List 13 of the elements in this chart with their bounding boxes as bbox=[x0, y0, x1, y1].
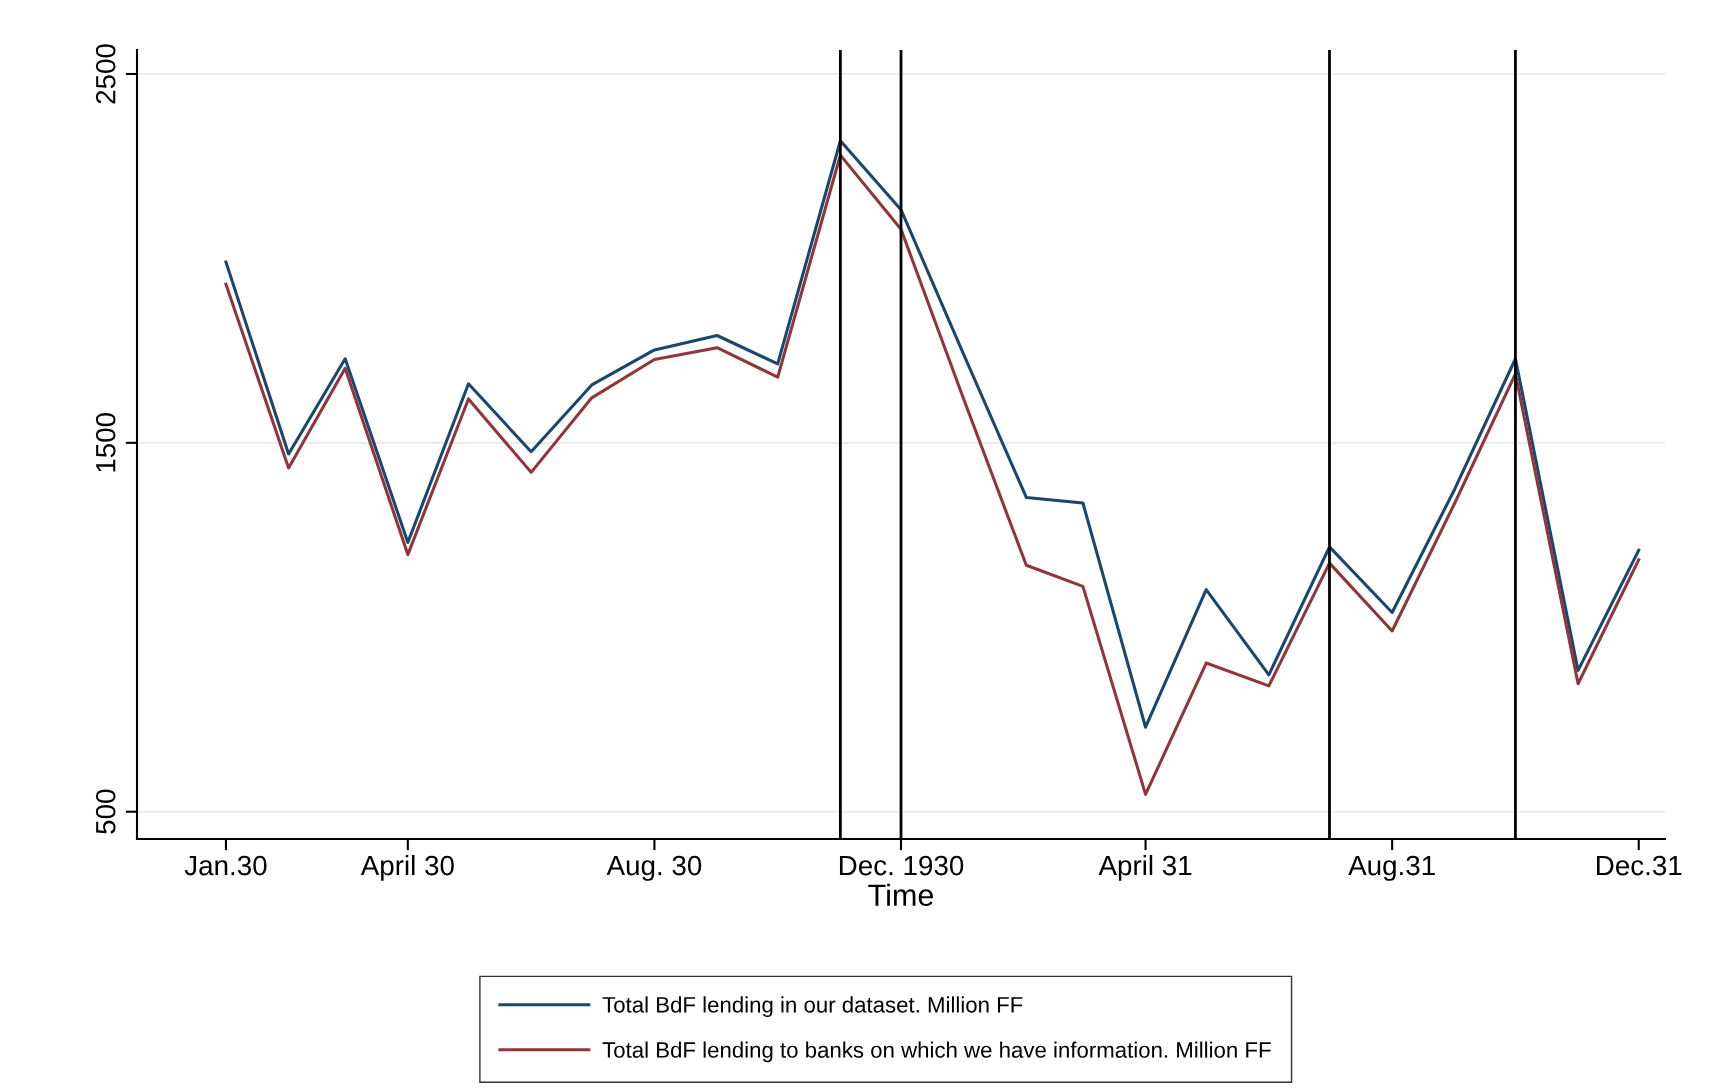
y-tick-label: 500 bbox=[95, 789, 116, 834]
legend-label: Total BdF lending in our dataset. Million FF bbox=[602, 996, 1023, 1018]
x-tick-label: April 30 bbox=[360, 854, 454, 881]
x-axis-title: Time bbox=[868, 883, 934, 907]
x-tick-label: Jan.30 bbox=[184, 855, 267, 876]
x-tick-label: Aug. 30 bbox=[606, 855, 702, 881]
x-tick-label: April 31 bbox=[1098, 854, 1192, 881]
y-tick-label: 2500 bbox=[95, 44, 116, 104]
x-tick-label: Dec. 1930 bbox=[839, 855, 964, 876]
x-tick-label: Dec.31 bbox=[1597, 855, 1682, 876]
y-tick-label: 1500 bbox=[95, 413, 116, 472]
legend-label: Total BdF lending to banks on which we have information. Million FF bbox=[602, 1041, 1271, 1063]
x-tick-label: Aug.31 bbox=[1348, 855, 1435, 881]
